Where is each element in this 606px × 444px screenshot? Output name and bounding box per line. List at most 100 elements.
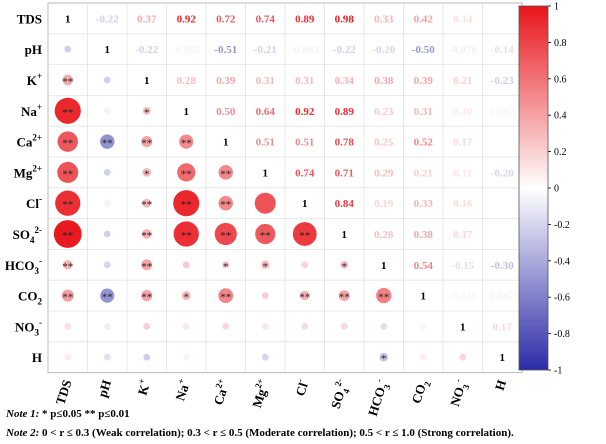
column-label: Ca2+ (209, 377, 233, 407)
value-label: -0.30 (491, 260, 514, 272)
corr-circle (142, 167, 152, 177)
cells: 1 -0.22 0.37 0.92 0.72 0.74 0.89 0.98 0.33 0.42 0.… (53, 13, 515, 365)
row-label: SO42- (13, 225, 42, 245)
corr-circle (142, 198, 152, 208)
corr-circle (61, 289, 74, 302)
value-label: 0.31 (414, 106, 433, 118)
row-label: NO3- (15, 317, 42, 337)
row-labels: TDS pH K+ Na+ Ca2+ Mg2+ Cl- SO42- HCO3- CO2 NO3- H (5, 11, 43, 365)
significance-mark: ** (220, 230, 231, 242)
corr-circle (379, 352, 389, 362)
corr-circle (261, 260, 270, 269)
corr-circle (142, 106, 151, 115)
row-label: HCO3- (5, 256, 42, 276)
corr-circle (459, 353, 467, 361)
value-label: 0.10 (453, 106, 473, 118)
corr-circle (218, 288, 234, 303)
significance-mark: ** (339, 292, 350, 304)
corr-circle (182, 353, 190, 361)
significance-mark: ** (181, 199, 192, 211)
corr-circle (103, 107, 111, 115)
value-label: 1 (460, 321, 466, 333)
significance-mark: ** (220, 199, 231, 211)
significance-mark: ** (141, 138, 152, 150)
value-label: -0.057 (172, 44, 201, 56)
corr-circle (214, 222, 237, 246)
row-label: H (32, 350, 42, 365)
corr-circle (177, 163, 196, 182)
significance-mark: ** (62, 230, 73, 242)
significance-mark: ** (141, 230, 152, 242)
significance-mark: * (144, 168, 150, 180)
value-label: 0.42 (414, 13, 434, 25)
corr-circle (100, 288, 115, 303)
value-label: -0.22 (96, 13, 119, 25)
colorbar-gradient (518, 5, 549, 371)
corr-circle (376, 287, 392, 304)
corr-circle (54, 97, 81, 124)
significance-mark: * (263, 261, 269, 273)
corr-circle (103, 230, 111, 238)
significance-mark: ** (62, 76, 73, 88)
significance-mark: ** (141, 292, 152, 304)
column-label: HCO3- (363, 377, 393, 418)
value-label: 0.21 (453, 75, 472, 87)
colorbar-tick-label: -0.6 (554, 293, 570, 304)
corr-circle (57, 131, 78, 152)
value-label: 1 (500, 352, 506, 364)
value-label: -0.20 (372, 44, 395, 56)
significance-mark: ** (62, 138, 73, 150)
value-label: -0.50 (412, 44, 435, 56)
value-label: 0.067 (490, 291, 515, 303)
significance-mark: ** (62, 261, 73, 273)
column-label: Cl- (290, 377, 311, 397)
significance-mark: ** (299, 292, 310, 304)
significance-mark: ** (102, 138, 113, 150)
value-label: 0.92 (295, 106, 315, 118)
corr-circle (103, 199, 111, 207)
value-label: 0.50 (216, 106, 236, 118)
significance-mark: ** (181, 138, 192, 150)
value-label: 0.17 (453, 229, 473, 241)
value-label: 0.89 (335, 106, 355, 118)
value-label: 0.21 (414, 167, 433, 179)
row-label: Cl- (26, 194, 42, 211)
value-label: 0.38 (374, 75, 394, 87)
corr-circle (419, 323, 427, 330)
value-label: 1 (342, 229, 348, 241)
colorbar: 1 0.8 0.6 0.4 0.2 0 -0.2 -0.4 -0.6 -0.8 -1 (518, 2, 570, 377)
column-label: Mg2+ (247, 377, 272, 409)
significance-mark: ** (62, 107, 73, 119)
significance-mark: ** (220, 168, 231, 180)
corr-circle (143, 323, 151, 330)
value-label: 0.89 (295, 13, 315, 25)
corr-circle (181, 291, 191, 301)
corr-circle (338, 290, 350, 301)
corr-circle (103, 323, 111, 330)
significance-mark: ** (102, 292, 113, 304)
value-label: 0.17 (493, 321, 513, 333)
value-label: 0.38 (414, 229, 434, 241)
value-label: 0.19 (374, 198, 394, 210)
corr-circle (173, 190, 200, 217)
corr-circle (254, 192, 276, 214)
corr-circle (100, 134, 115, 149)
corr-circle (103, 261, 111, 269)
row-label: Ca2+ (16, 133, 42, 150)
column-labels: TDS pH K+ Na+ Ca2+ Mg2+ Cl- SO42- HCO3- CO2 NO3- H (53, 377, 510, 418)
column-label: pH (94, 378, 114, 399)
corr-circle (57, 161, 79, 183)
corr-circle (62, 74, 74, 86)
notes: Note 1: * p≤0.05 ** p≤0.01 Note 2: 0 < r… (5, 408, 514, 439)
row-label: pH (25, 42, 42, 57)
value-label: 1 (223, 137, 229, 149)
value-label: 0.14 (453, 13, 473, 25)
significance-mark: ** (141, 261, 152, 273)
value-label: 1 (263, 167, 269, 179)
corr-circle (301, 261, 309, 269)
row-label: K+ (27, 71, 42, 88)
note-1: Note 1: * p≤0.05 ** p≤0.01 (5, 408, 130, 420)
value-label: -0.51 (214, 44, 237, 56)
corr-circle (141, 136, 153, 148)
